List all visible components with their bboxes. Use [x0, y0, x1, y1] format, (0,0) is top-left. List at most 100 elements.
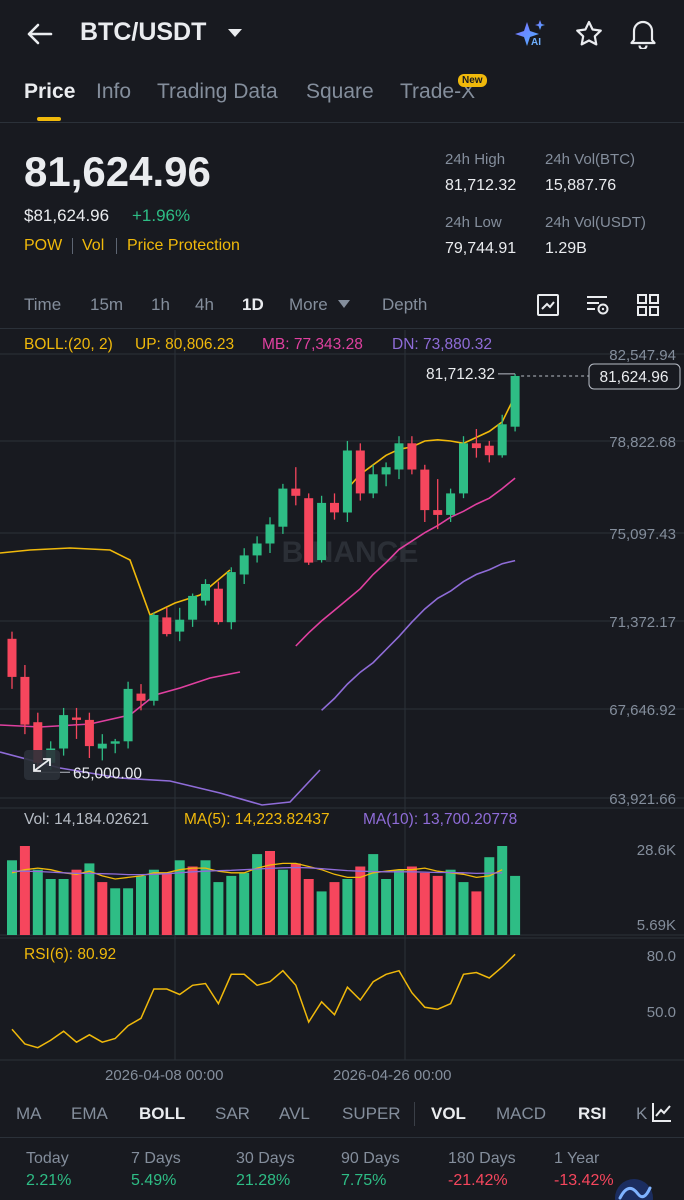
candle-body	[123, 688, 133, 742]
ai-sparkle-icon[interactable]	[514, 18, 550, 50]
perf-value-today: 2.21%	[26, 1172, 72, 1189]
expand-arrow	[33, 758, 51, 772]
layout-grid-icon[interactable]	[636, 293, 660, 317]
interval-time[interactable]: Time	[24, 295, 62, 314]
depth-tab[interactable]: Depth	[382, 295, 428, 314]
candle-body	[239, 555, 249, 575]
boll-legend: BOLL:(20, 2)	[24, 336, 113, 353]
tab-square[interactable]: Square	[306, 80, 374, 103]
volume-bar	[187, 866, 198, 935]
volume-bar	[200, 860, 211, 935]
expand-icon[interactable]	[24, 750, 60, 780]
volume-bar	[226, 875, 237, 935]
price-axis-label: 71,372.17	[609, 614, 676, 631]
high-price-marker: 81,712.32	[426, 366, 495, 383]
candle-body	[201, 584, 210, 601]
perf-label-7d: 7 Days	[131, 1150, 181, 1167]
volume-bar	[252, 854, 263, 935]
boll-middle-band	[0, 671, 241, 728]
price-axis-label: 63,921.66	[609, 791, 676, 808]
volume-bar	[316, 891, 327, 935]
tab-trading-data[interactable]: Trading Data	[157, 80, 278, 103]
volume-ma5-line	[11, 862, 503, 880]
chart-settings-icon[interactable]	[536, 293, 560, 317]
tag-pow[interactable]: POW	[24, 237, 63, 254]
interval-more[interactable]: More	[289, 295, 328, 314]
price-axis-label: 82,547.94	[609, 347, 676, 364]
rsi-line	[11, 953, 516, 1049]
pair-title[interactable]: BTC/USDT	[80, 18, 207, 46]
star-icon[interactable]	[574, 19, 604, 49]
bell-icon[interactable]	[628, 17, 658, 49]
volume-bar	[84, 863, 95, 935]
caret-down-icon[interactable]	[227, 27, 243, 39]
volume-bar	[368, 854, 379, 935]
tag-separator	[72, 238, 73, 254]
boll-up-value: UP: 80,806.23	[135, 336, 235, 353]
volume-bar	[110, 888, 121, 935]
volume-bar	[97, 882, 108, 935]
stat-24h-vol-usdt: 1.29B	[545, 240, 587, 257]
tag-vol[interactable]: Vol	[82, 237, 105, 254]
date-label: 2026-04-26 00:00	[333, 1067, 452, 1084]
current-price-value: 81,624.96	[600, 369, 669, 386]
ai-badge: AI	[531, 37, 541, 48]
volume-bar	[394, 869, 404, 935]
perf-label-30d: 30 Days	[236, 1150, 295, 1167]
volume-bar	[342, 879, 353, 935]
indicator-ema[interactable]: EMA	[71, 1104, 108, 1123]
volume-bar	[136, 875, 146, 935]
candle-body	[407, 443, 417, 470]
tab-trade-x[interactable]: Trade-X	[400, 80, 476, 103]
indicator-chart-icon[interactable]	[648, 1100, 674, 1124]
tab-price[interactable]: Price	[24, 80, 76, 103]
indicator-super[interactable]: SUPER	[342, 1104, 401, 1123]
price-chart[interactable]: BINANCE 82,547.94 78,822.68 75,097.43 71,37…	[0, 326, 684, 1086]
indicator-settings-icon[interactable]	[585, 293, 611, 317]
tag-price-protection[interactable]: Price Protection	[127, 237, 240, 254]
candle-body	[471, 443, 481, 449]
volume-bar	[510, 875, 521, 935]
volume-bar	[32, 869, 43, 935]
back-arrow-icon[interactable]	[24, 20, 54, 48]
divider	[0, 328, 684, 329]
candle-body	[188, 595, 198, 620]
volume-bar	[265, 851, 275, 935]
candle-body	[342, 450, 352, 513]
candle-body	[149, 615, 159, 701]
price-axis-label: 78,822.68	[609, 434, 676, 451]
perf-value-1y: -13.42%	[554, 1172, 614, 1189]
trend-curve-icon[interactable]	[614, 1176, 654, 1200]
candle-body	[304, 498, 314, 563]
tab-info[interactable]: Info	[96, 80, 132, 103]
volume-bar	[419, 872, 430, 935]
candle-body	[433, 510, 443, 515]
indicator-rsi[interactable]: RSI	[578, 1104, 607, 1123]
perf-value-180d: -21.42%	[448, 1172, 508, 1189]
indicator-boll[interactable]: BOLL	[139, 1104, 186, 1123]
candle-body	[175, 619, 185, 632]
candle-body	[278, 488, 288, 527]
volume-bar	[174, 860, 185, 935]
interval-4h[interactable]: 4h	[195, 295, 214, 314]
indicator-sar[interactable]: SAR	[215, 1104, 250, 1123]
indicator-avl[interactable]: AVL	[279, 1104, 310, 1123]
volume-bar	[458, 882, 469, 935]
interval-1h[interactable]: 1h	[151, 295, 170, 314]
interval-1d[interactable]: 1D	[242, 295, 264, 314]
candle-body	[446, 493, 456, 515]
candle-body	[84, 719, 94, 747]
candle-body	[33, 722, 43, 763]
volume-bar	[123, 888, 134, 935]
indicator-macd[interactable]: MACD	[496, 1104, 547, 1123]
stat-24h-vol-usdt-label: 24h Vol(USDT)	[545, 214, 646, 231]
indicator-vol[interactable]: VOL	[431, 1104, 466, 1123]
candle-body	[368, 474, 378, 494]
perf-value-7d: 5.49%	[131, 1172, 177, 1189]
stat-24h-vol-btc-label: 24h Vol(BTC)	[545, 151, 636, 168]
candle-body	[59, 715, 69, 749]
interval-15m[interactable]: 15m	[90, 295, 124, 314]
indicator-k[interactable]: K	[636, 1104, 648, 1123]
indicator-ma[interactable]: MA	[16, 1104, 42, 1123]
volume-bar	[239, 872, 250, 935]
